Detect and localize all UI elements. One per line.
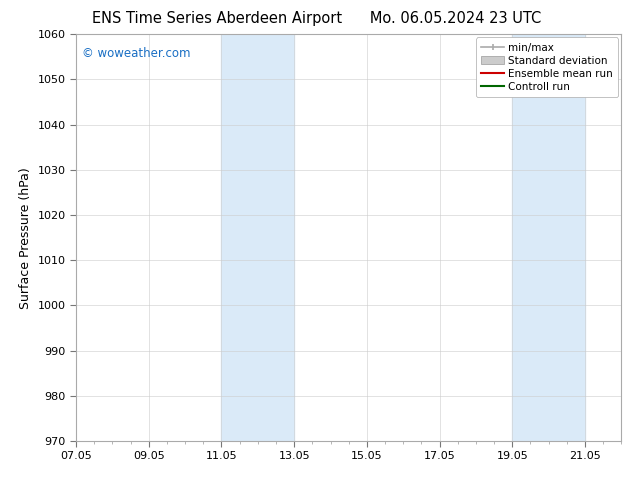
Bar [221, 34, 294, 441]
Y-axis label: Surface Pressure (hPa): Surface Pressure (hPa) [19, 167, 32, 309]
Text: © woweather.com: © woweather.com [82, 47, 190, 59]
Bar [512, 34, 585, 441]
Text: ENS Time Series Aberdeen Airport      Mo. 06.05.2024 23 UTC: ENS Time Series Aberdeen Airport Mo. 06.… [93, 11, 541, 26]
Legend: min/max, Standard deviation, Ensemble mean run, Controll run: min/max, Standard deviation, Ensemble me… [476, 37, 618, 97]
